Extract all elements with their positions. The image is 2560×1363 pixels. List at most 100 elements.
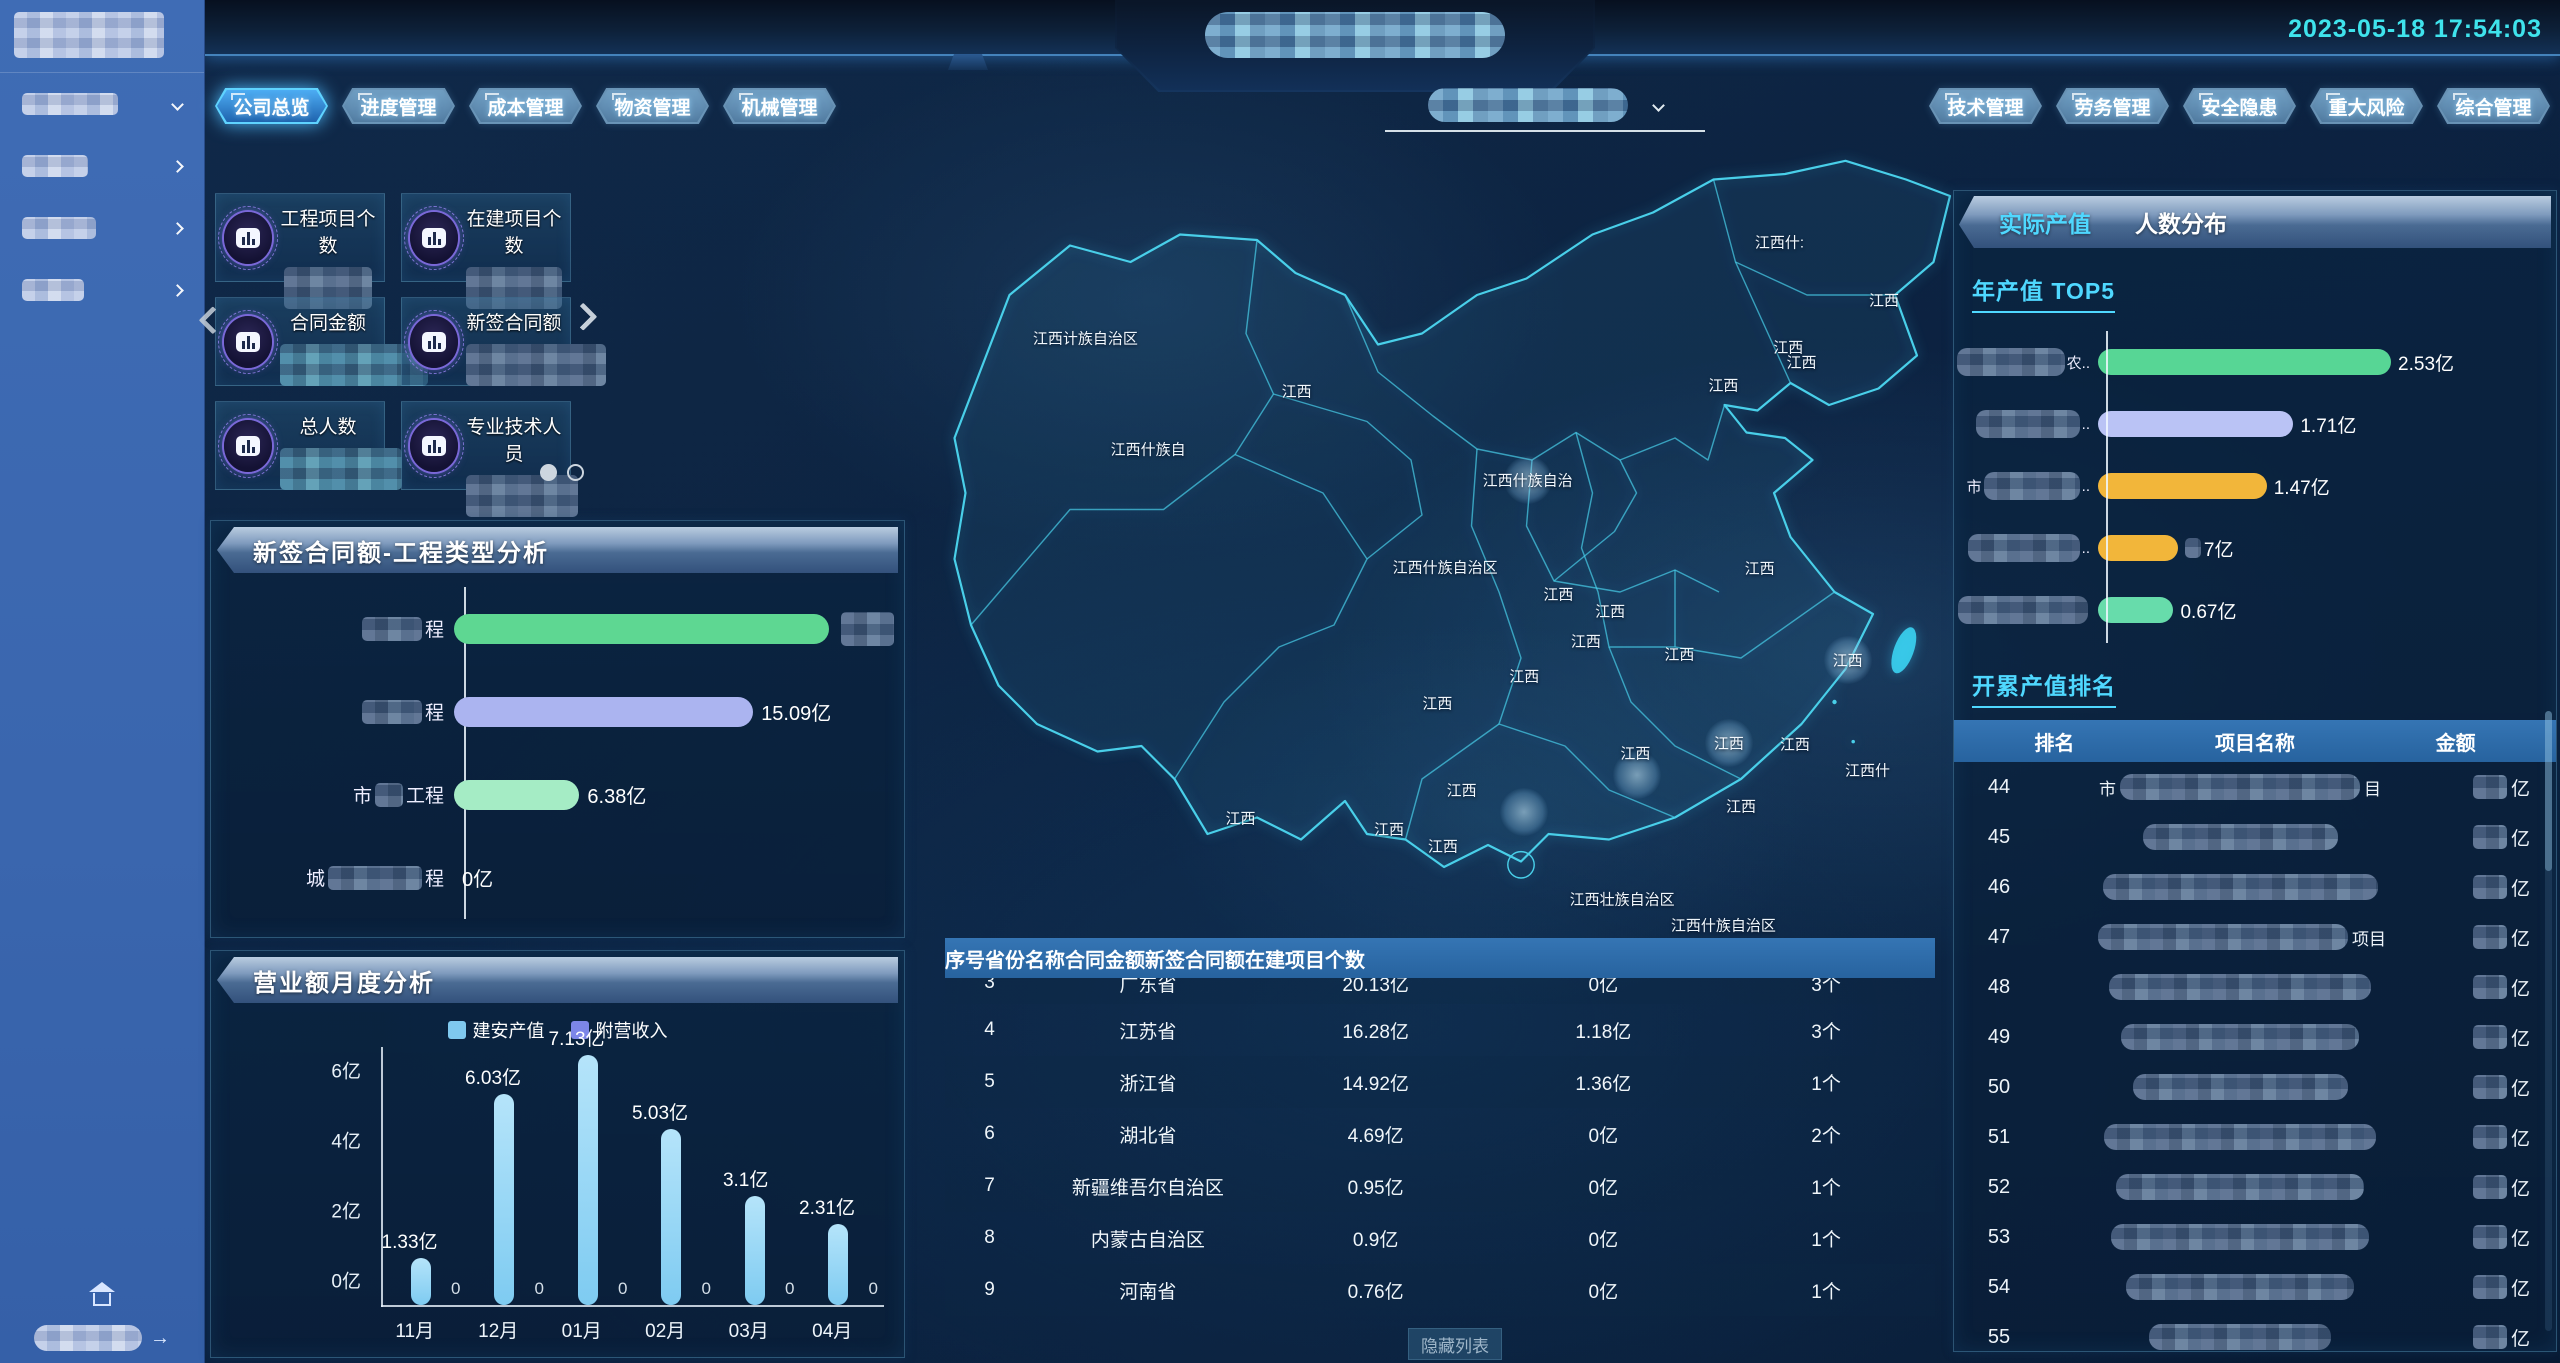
table-header-cell: 序号 <box>945 949 985 972</box>
legend-swatch <box>447 1021 466 1039</box>
bar <box>2098 411 2294 437</box>
new-contract-cell: 1.36亿 <box>1575 1073 1632 1095</box>
project-count-cell: 1个 <box>1811 1073 1841 1095</box>
sidebar-item-label-redacted <box>22 155 88 177</box>
province-label: 江西什族自 <box>1110 441 1186 459</box>
contract-bar-row: 程 <box>221 599 894 659</box>
legend-item[interactable]: 建安产值 <box>447 1017 545 1043</box>
province-cell: 江苏省 <box>1119 1021 1177 1043</box>
nav-tab[interactable]: 机械管理 <box>723 88 836 124</box>
amount-cell: 亿 <box>2436 1324 2556 1351</box>
ranking-title: 开累产值排名 <box>1972 667 2116 708</box>
legend-item[interactable]: 附营收入 <box>570 1017 668 1043</box>
clock: 2023-05-18 17:54:03 <box>2288 15 2542 43</box>
bar-value: 7亿 <box>2184 535 2233 562</box>
stat-card-title: 总人数 <box>299 417 357 438</box>
province-label: 江西 <box>1595 603 1626 621</box>
x-axis-label: 04月 <box>812 1321 853 1342</box>
ranking-row: 46 亿 <box>1954 862 2556 912</box>
selected-region-redacted <box>1427 88 1628 122</box>
sidebar-item[interactable] <box>0 135 204 197</box>
bar: 7.13亿 <box>549 1029 605 1305</box>
bar: 3.1亿 <box>723 1170 768 1305</box>
new-contract-cell: 0亿 <box>1588 1125 1619 1147</box>
logout-icon[interactable]: → <box>150 1326 170 1349</box>
ranking-row: 53 亿 <box>1954 1212 2556 1262</box>
category-label: 程 <box>221 615 454 642</box>
taiwan-island <box>1891 627 1917 674</box>
stat-card-title: 合同金额 <box>289 313 366 334</box>
sidebar-item[interactable] <box>0 197 204 259</box>
province-label: 江西 <box>1868 292 1900 310</box>
sidebar-item[interactable] <box>0 259 204 321</box>
carousel-next-arrow-icon[interactable] <box>569 302 601 335</box>
ranking-scrollbar[interactable] <box>2545 711 2552 1331</box>
chevron-icon <box>171 221 184 235</box>
nav-tab[interactable]: 成本管理 <box>469 88 582 124</box>
tab-label: 成本管理 <box>487 97 564 119</box>
top5-bar-row: .. 1.71亿 <box>1954 393 2542 455</box>
contract-bar-row: 城 程 0亿 <box>221 848 894 908</box>
bar-chart-icon <box>404 414 464 478</box>
x-axis-label: 11月 <box>395 1321 435 1342</box>
month-column: 2.31亿 0 <box>799 1047 885 1305</box>
hide-list-button[interactable]: 隐藏列表 <box>1408 1328 1502 1360</box>
home-button[interactable] <box>0 1281 204 1311</box>
right-panel-tab[interactable]: 实际产值 <box>1999 211 2091 237</box>
x-axis-label: 12月 <box>478 1321 519 1342</box>
province-cell: 内蒙古自治区 <box>1090 1229 1205 1251</box>
nav-tab[interactable]: 物资管理 <box>596 88 709 124</box>
rank-cell: 52 <box>1987 1175 2011 1198</box>
carousel-dot[interactable] <box>567 464 584 481</box>
stat-card-value-redacted <box>280 448 402 490</box>
right-panel: 实际产值 人数分布 年产值 TOP5 农.. 2.53亿 <box>1953 190 2557 1352</box>
nav-tab[interactable]: 重大风险 <box>2310 88 2423 124</box>
chevron-icon <box>171 97 184 111</box>
project-name-cell <box>2044 824 2436 850</box>
amount-cell: 亿 <box>2436 1024 2556 1051</box>
tab-fill <box>217 90 326 122</box>
nav-tab[interactable]: 安全隐患 <box>2183 88 2296 124</box>
tab-fill <box>598 90 707 122</box>
nav-tab[interactable]: 进度管理 <box>342 88 455 124</box>
tab-label: 进度管理 <box>360 97 437 119</box>
china-map[interactable]: 江西计族自治区 江西什族自 江西 江西什族自治 江西什: 江西 江西 江西 江西 江西什族自治区江… <box>905 130 2005 940</box>
nav-tab[interactable]: 技术管理 <box>1929 88 2042 124</box>
contract-type-panel: 新签合同额-工程类型分析 程 程 <box>210 520 905 938</box>
table-header-cell: 在建项目个数 <box>1245 949 1365 972</box>
y-axis <box>381 1047 383 1307</box>
project-name-cell <box>2044 1074 2436 1100</box>
right-panel-tab[interactable]: 人数分布 <box>2135 211 2227 237</box>
province-label: 江西什 <box>1844 762 1891 780</box>
table-header-cell: 新签合同额 <box>1145 949 1245 972</box>
project-count-cell: 2个 <box>1811 1125 1841 1147</box>
nav-tab[interactable]: 公司总览 <box>215 88 328 124</box>
home-icon <box>89 1282 115 1306</box>
table-header-cell: 省份名称 <box>985 949 1065 972</box>
province-label: 江西 <box>1779 736 1810 754</box>
amount-cell: 亿 <box>2436 1074 2556 1101</box>
nav-tab[interactable]: 劳务管理 <box>2056 88 2169 124</box>
map-glow-marker <box>1612 750 1661 799</box>
bar: 2.31亿 <box>799 1198 855 1305</box>
nav-tab[interactable]: 综合管理 <box>2437 88 2550 124</box>
carousel-dot-active[interactable] <box>540 464 557 481</box>
province-row: 4 江苏省 16.28亿 1.18亿 3个 <box>945 1004 1935 1056</box>
bar-value-redacted <box>840 611 894 646</box>
project-name-cell: 项目 <box>2044 924 2436 950</box>
bar-chart-icon <box>218 310 278 374</box>
x-axis <box>381 1305 884 1307</box>
category-label: 城 程 <box>221 864 454 891</box>
top5-bar-row: .. 7亿 <box>1954 517 2542 579</box>
province-label: 江西 <box>1773 339 1804 357</box>
amount-cell: 亿 <box>2436 974 2556 1001</box>
bar: 5.03亿 <box>632 1103 688 1305</box>
province-cell: 湖北省 <box>1119 1125 1177 1147</box>
stat-card-title: 工程项目个数 <box>280 209 376 257</box>
rank-cell: 55 <box>1987 1325 2011 1348</box>
seq-cell: 5 <box>984 1071 995 1092</box>
rank-cell: 53 <box>1987 1225 2011 1248</box>
sidebar-item[interactable] <box>0 73 204 135</box>
region-select-dropdown[interactable] <box>1385 88 1705 132</box>
ranking-header-cell: 项目名称 <box>2215 732 2295 755</box>
